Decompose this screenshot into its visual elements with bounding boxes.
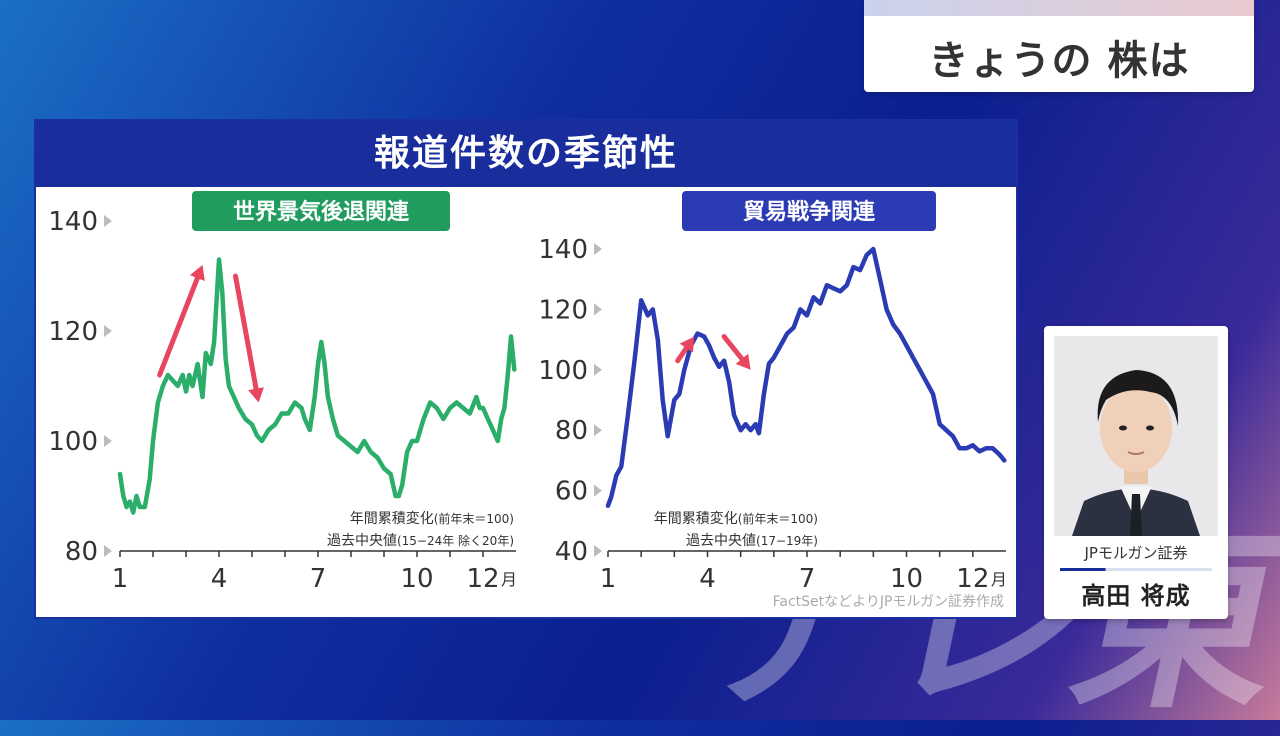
chart-title-badge bbox=[682, 191, 936, 231]
panel-header: 報道件数の季節性 bbox=[36, 121, 1016, 187]
chart-2: 貿易戦争関連 140 120 100 80 60 40 1 4 7 10 12 月 年間累積変化(前年末＝… bbox=[538, 191, 1007, 594]
trend-arrow-head bbox=[189, 265, 205, 281]
y-tick-label: 140 bbox=[538, 235, 588, 265]
chart-1: 世界景気後退関連 140 120 100 80 1 4 7 10 12 月 年間累積変化(前年末＝10… bbox=[48, 191, 517, 594]
y-tick-label: 100 bbox=[538, 356, 588, 386]
trend-arrow-shaft bbox=[675, 345, 689, 364]
y-tick-marker bbox=[104, 435, 112, 447]
x-tick-label: 4 bbox=[699, 564, 716, 594]
source-note: FactSetなどよりJPモルガン証券作成 bbox=[772, 594, 1004, 610]
y-tick-marker bbox=[594, 484, 602, 497]
series-line bbox=[605, 246, 1007, 508]
y-tick-marker bbox=[594, 363, 602, 376]
y-tick-marker bbox=[594, 303, 602, 316]
y-tick-label: 120 bbox=[48, 317, 98, 347]
trend-arrow-shaft bbox=[157, 275, 200, 378]
x-tick-label: 10 bbox=[400, 564, 433, 594]
chart-panel: 報道件数の季節性 世界景気後退関連 140 120 100 80 1 4 7 10 12 月年間累積… bbox=[34, 119, 1018, 619]
x-tick-label: 7 bbox=[310, 564, 327, 594]
commentator-company: JPモルガン証券 bbox=[1084, 544, 1188, 562]
y-tick-label: 100 bbox=[48, 427, 98, 457]
y-tick-label: 80 bbox=[555, 416, 588, 446]
y-tick-marker bbox=[104, 545, 112, 557]
x-tick-label: 12 bbox=[466, 564, 499, 594]
x-tick-label: 7 bbox=[799, 564, 816, 594]
commentator-photo bbox=[1054, 336, 1218, 536]
note-median: 過去中央値(15−24年 除く20年) bbox=[327, 533, 514, 549]
note-annual-change: 年間累積変化(前年末＝100) bbox=[350, 510, 514, 527]
x-tick-label: 10 bbox=[890, 564, 923, 594]
series-line bbox=[117, 257, 517, 515]
trend-arrow-head bbox=[248, 387, 264, 403]
note-median: 過去中央値(17−19年) bbox=[686, 533, 818, 549]
chart-title: 貿易戦争関連 bbox=[743, 199, 876, 225]
commentator-name: 高田 将成 bbox=[1081, 582, 1191, 610]
chart-title-badge bbox=[192, 191, 450, 231]
y-tick-label: 80 bbox=[65, 537, 98, 567]
trend-arrow-head bbox=[735, 353, 751, 370]
x-tick-label: 1 bbox=[112, 564, 129, 594]
panel-title: 報道件数の季節性 bbox=[373, 133, 678, 174]
divider bbox=[1060, 568, 1212, 571]
segment-title: きょうの 株は bbox=[928, 38, 1190, 84]
x-tick-label: 4 bbox=[211, 564, 228, 594]
y-tick-marker bbox=[594, 424, 602, 437]
trend-arrow-shaft bbox=[233, 273, 259, 392]
x-unit-label: 月 bbox=[501, 570, 517, 589]
y-tick-label: 140 bbox=[48, 207, 98, 237]
y-tick-label: 40 bbox=[555, 537, 588, 567]
x-unit-label: 月 bbox=[991, 570, 1007, 589]
y-tick-marker bbox=[104, 215, 112, 227]
commentator-card: JPモルガン証券 高田 将成 bbox=[1044, 326, 1228, 619]
y-tick-label: 60 bbox=[555, 477, 588, 507]
trend-arrow-head bbox=[679, 336, 695, 353]
chart-title: 世界景気後退関連 bbox=[233, 199, 410, 225]
segment-topbar bbox=[864, 0, 1254, 16]
segment-card: きょうの 株は bbox=[864, 0, 1254, 92]
y-tick-marker bbox=[594, 545, 602, 557]
y-tick-marker bbox=[104, 325, 112, 337]
x-tick-label: 1 bbox=[600, 564, 617, 594]
trend-arrow-shaft bbox=[721, 334, 745, 362]
y-tick-label: 120 bbox=[538, 295, 588, 325]
note-annual-change: 年間累積変化(前年末＝100) bbox=[654, 510, 818, 527]
y-tick-marker bbox=[594, 243, 602, 255]
x-tick-label: 12 bbox=[956, 564, 989, 594]
